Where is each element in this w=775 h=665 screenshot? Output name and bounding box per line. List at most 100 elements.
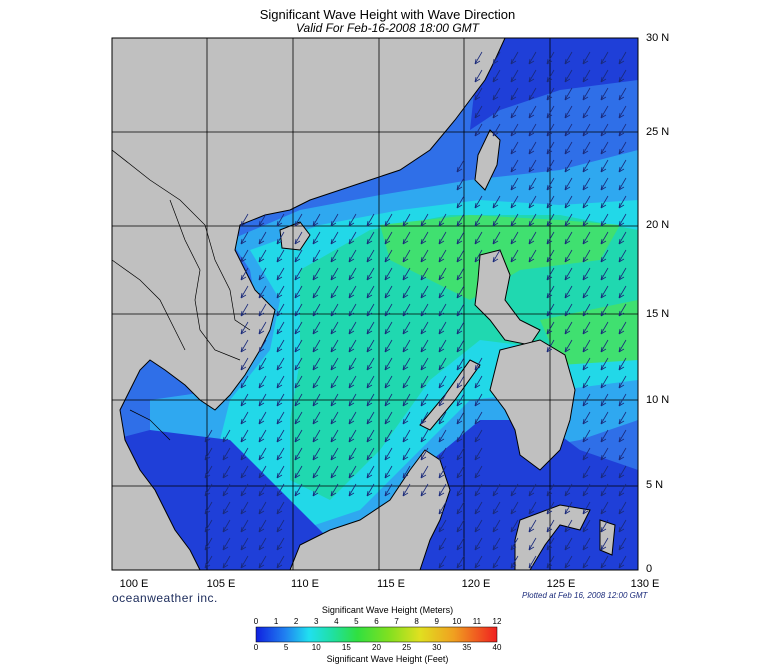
wave-arrow: [492, 537, 501, 551]
wave-arrow: [312, 303, 321, 317]
wave-arrow: [204, 537, 213, 551]
wave-arrow: [582, 267, 591, 281]
wave-arrow: [474, 429, 483, 443]
wave-arrow: [474, 195, 483, 209]
wave-arrow: [618, 177, 627, 191]
wave-arrow: [564, 303, 573, 317]
wave-arrow: [564, 69, 573, 83]
wave-arrow: [348, 285, 357, 299]
wave-arrow: [330, 213, 339, 227]
wave-arrow: [384, 267, 393, 281]
wave-arrow: [582, 519, 591, 533]
wave-arrow: [258, 249, 267, 263]
wave-arrow: [258, 213, 267, 227]
wave-arrow: [492, 105, 501, 119]
wave-arrow: [258, 429, 267, 443]
wave-arrow: [582, 321, 591, 335]
wave-arrow: [546, 177, 555, 191]
wave-arrow: [546, 339, 555, 353]
wave-arrow: [510, 483, 519, 497]
wave-arrow: [276, 537, 285, 551]
plotted-timestamp: Plotted at Feb 16, 2008 12:00 GMT: [522, 591, 648, 600]
wave-arrow: [564, 159, 573, 173]
wave-arrow: [438, 411, 447, 425]
wave-arrow: [618, 519, 627, 533]
lon-label-110e: 110 E: [291, 578, 319, 590]
wave-arrow: [600, 159, 609, 173]
wave-arrow: [456, 339, 465, 353]
wave-arrow: [420, 447, 429, 461]
wave-arrow: [348, 393, 357, 407]
wave-arrow: [276, 357, 285, 371]
wave-arrow: [456, 321, 465, 335]
wave-arrow: [276, 429, 285, 443]
wave-arrow: [474, 123, 483, 137]
legend-meters-tick: 11: [472, 617, 482, 626]
wave-arrow: [492, 501, 501, 515]
wave-arrow: [294, 267, 303, 281]
wave-arrow: [420, 375, 429, 389]
wave-arrow: [564, 231, 573, 245]
wave-arrow: [366, 285, 375, 299]
wave-arrow: [222, 465, 231, 479]
wave-arrow: [420, 285, 429, 299]
wave-arrow: [294, 357, 303, 371]
wave-arrow: [438, 249, 447, 263]
wave-arrow: [582, 447, 591, 461]
wave-arrow: [582, 51, 591, 65]
wave-arrow: [402, 411, 411, 425]
wave-arrow: [294, 375, 303, 389]
wave-arrow: [600, 483, 609, 497]
wave-arrow: [258, 357, 267, 371]
lon-label-105e: 105 E: [206, 578, 236, 590]
wave-arrow: [456, 537, 465, 551]
wave-arrow: [420, 267, 429, 281]
wave-arrow: [348, 231, 357, 245]
wave-arrow: [600, 393, 609, 407]
wave-arrow: [474, 501, 483, 515]
wave-arrow: [474, 537, 483, 551]
wave-arrow: [312, 213, 321, 227]
wave-arrow: [438, 501, 447, 515]
wave-arrow: [240, 555, 249, 569]
wave-arrow: [546, 105, 555, 119]
wave-arrow: [438, 303, 447, 317]
wave-arrow: [456, 357, 465, 371]
wave-arrow: [258, 465, 267, 479]
wave-arrow: [204, 447, 213, 461]
wave-arrow: [402, 339, 411, 353]
wave-arrow: [240, 501, 249, 515]
wave-arrow: [600, 141, 609, 155]
wave-arrow: [240, 429, 249, 443]
wave-arrow: [456, 393, 465, 407]
wave-arrow: [600, 231, 609, 245]
wave-arrow: [582, 213, 591, 227]
wave-arrow: [582, 303, 591, 317]
legend-feet-tick: 10: [311, 643, 321, 652]
wave-arrow: [582, 249, 591, 263]
wave-arrow: [258, 483, 267, 497]
wave-arrow: [456, 555, 465, 569]
wave-arrow: [366, 321, 375, 335]
wave-arrow: [618, 447, 627, 461]
wave-arrow: [582, 393, 591, 407]
wave-arrow: [546, 123, 555, 137]
wave-arrow: [618, 213, 627, 227]
wave-arrow: [528, 483, 537, 497]
wave-arrow: [582, 483, 591, 497]
land-borneo: [289, 449, 451, 570]
wave-arrow: [474, 393, 483, 407]
wave-arrow: [618, 195, 627, 209]
wave-arrow: [312, 249, 321, 263]
wave-arrow: [420, 393, 429, 407]
wave-arrow: [438, 465, 447, 479]
wave-arrow: [474, 357, 483, 371]
wave-arrow: [564, 249, 573, 263]
wave-arrow: [276, 339, 285, 353]
lon-label-120e: 120 E: [461, 578, 491, 590]
wave-arrow: [618, 69, 627, 83]
wave-arrow: [258, 267, 267, 281]
wave-arrow: [330, 231, 339, 245]
wave-arrow: [366, 357, 375, 371]
wave-arrow: [546, 51, 555, 65]
